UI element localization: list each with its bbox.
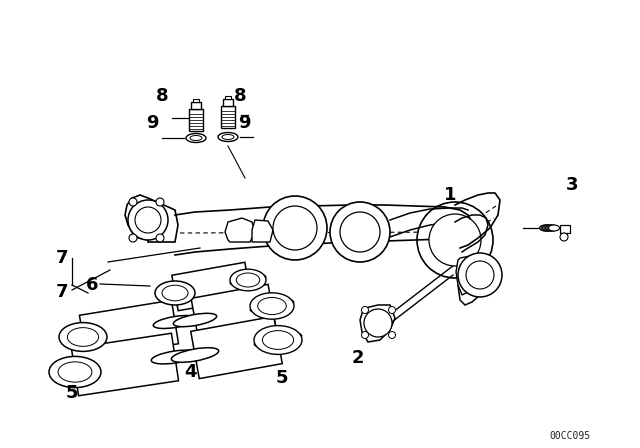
Ellipse shape [162,285,188,301]
Polygon shape [172,262,251,311]
Ellipse shape [222,134,234,139]
Ellipse shape [157,288,193,298]
Ellipse shape [172,348,219,362]
Polygon shape [79,300,179,359]
Ellipse shape [218,133,238,142]
Ellipse shape [59,323,107,351]
Circle shape [429,214,481,266]
Ellipse shape [254,326,302,354]
Ellipse shape [173,313,217,327]
Circle shape [362,332,369,339]
Text: 8: 8 [234,87,246,105]
Polygon shape [225,218,255,242]
Circle shape [417,202,493,278]
Circle shape [364,309,392,337]
Polygon shape [456,255,480,295]
Ellipse shape [250,299,294,313]
Polygon shape [252,220,273,242]
Text: 6: 6 [86,276,99,294]
Bar [189,109,203,131]
Text: 7: 7 [56,283,68,301]
Text: 5: 5 [276,369,288,387]
Polygon shape [125,195,178,242]
Ellipse shape [548,225,559,231]
Bar [193,99,199,102]
Circle shape [273,206,317,250]
Text: 5: 5 [66,384,78,402]
Circle shape [340,212,380,252]
Text: 00CC095: 00CC095 [549,431,591,441]
Ellipse shape [230,269,266,291]
Polygon shape [191,316,282,379]
Circle shape [129,234,137,242]
Polygon shape [360,305,395,342]
Circle shape [156,198,164,206]
Circle shape [388,306,396,314]
Ellipse shape [153,315,196,328]
Ellipse shape [541,225,552,231]
Text: 9: 9 [237,114,250,132]
Ellipse shape [258,297,286,314]
Ellipse shape [545,225,557,231]
Circle shape [156,234,164,242]
Circle shape [466,261,494,289]
Text: 8: 8 [156,87,168,105]
Polygon shape [191,284,276,342]
Circle shape [128,200,168,240]
Ellipse shape [250,293,294,319]
Text: 4: 4 [184,363,196,381]
Circle shape [330,202,390,262]
Ellipse shape [190,135,202,141]
Bar [221,106,235,128]
Ellipse shape [155,281,195,305]
Ellipse shape [254,333,301,347]
Bar [225,96,231,99]
Bar [223,99,233,106]
Circle shape [135,207,161,233]
Circle shape [129,198,137,206]
Ellipse shape [61,331,105,344]
Ellipse shape [186,134,206,142]
Ellipse shape [151,350,199,364]
Bar [560,225,570,233]
Bar [191,102,201,109]
Ellipse shape [236,273,260,287]
Circle shape [362,306,369,314]
Text: 7: 7 [56,249,68,267]
Text: 3: 3 [566,176,579,194]
Circle shape [458,253,502,297]
Polygon shape [72,333,179,396]
Ellipse shape [67,327,99,346]
Text: 2: 2 [352,349,364,367]
Ellipse shape [543,225,554,231]
Ellipse shape [58,362,92,382]
Ellipse shape [540,225,550,231]
Text: 9: 9 [146,114,158,132]
Polygon shape [458,255,495,305]
Ellipse shape [547,225,558,231]
Circle shape [560,233,568,241]
Ellipse shape [544,225,555,231]
Ellipse shape [230,275,266,285]
Text: 1: 1 [444,186,456,204]
Circle shape [388,332,396,339]
Ellipse shape [49,357,101,388]
Ellipse shape [51,365,99,379]
Circle shape [263,196,327,260]
Ellipse shape [262,331,294,349]
